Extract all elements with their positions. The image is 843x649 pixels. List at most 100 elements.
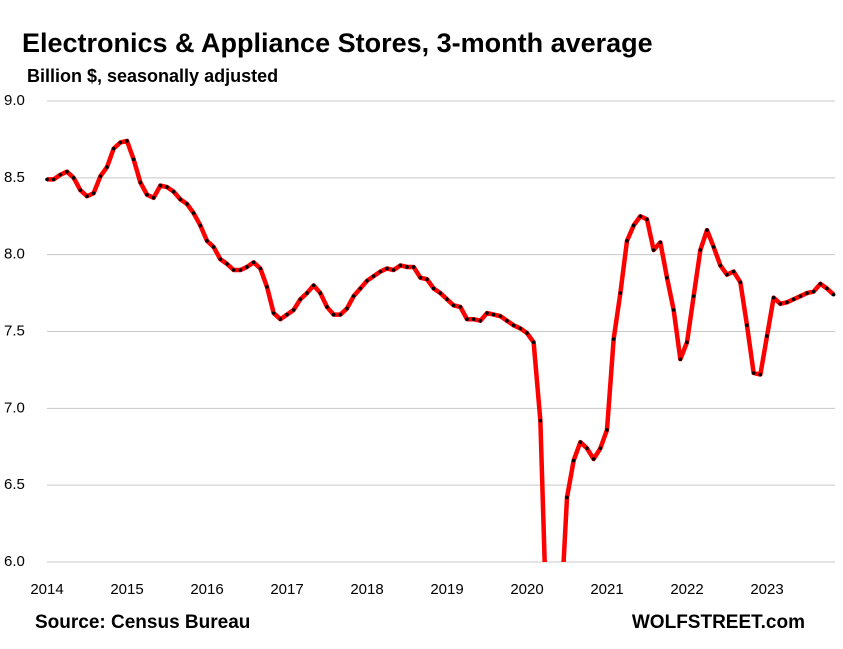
data-point — [778, 302, 783, 306]
data-point — [671, 308, 676, 312]
data-point — [438, 291, 443, 295]
source: Source: Census Bureau — [35, 612, 250, 633]
data-point — [131, 157, 136, 162]
data-point — [318, 291, 323, 295]
data-point — [758, 372, 763, 377]
data-point — [831, 292, 836, 297]
data-point — [265, 285, 269, 289]
y-tick-label: 8.0 — [4, 246, 25, 263]
data-point — [485, 311, 489, 315]
data-point — [91, 191, 96, 195]
x-tick-label: 2018 — [350, 581, 383, 598]
data-point — [418, 275, 423, 280]
data-point — [691, 294, 696, 298]
data-point — [578, 440, 583, 444]
data-point — [405, 265, 409, 269]
data-point — [651, 248, 656, 252]
data-point — [678, 357, 683, 361]
data-point — [605, 428, 609, 432]
data-point — [118, 140, 123, 145]
data-point — [285, 312, 289, 317]
data-point — [445, 297, 449, 302]
x-tick-label: 2015 — [110, 581, 143, 598]
data-point — [331, 312, 336, 317]
data-point — [171, 189, 176, 194]
data-point — [718, 263, 723, 268]
data-point — [565, 495, 569, 500]
data-point — [111, 146, 116, 151]
x-tick-label: 2019 — [430, 581, 463, 598]
chart-title: Electronics & Appliance Stores, 3-month … — [22, 28, 653, 58]
data-point — [431, 286, 436, 291]
grid — [47, 100, 835, 563]
data-point — [818, 282, 823, 286]
y-tick-label: 9.0 — [4, 92, 25, 109]
y-tick-label: 8.5 — [4, 169, 25, 186]
data-point — [205, 239, 209, 243]
data-point — [585, 446, 589, 451]
y-tick-label: 6.0 — [4, 553, 25, 570]
data-point — [105, 165, 109, 169]
data-point — [798, 294, 803, 298]
data-point — [645, 217, 649, 222]
data-point — [125, 139, 129, 143]
data-point — [65, 169, 69, 174]
data-point — [465, 317, 469, 322]
data-point — [631, 223, 636, 228]
data-point — [545, 637, 549, 641]
data-point — [278, 317, 283, 322]
y-tick-label: 7.5 — [4, 322, 25, 339]
data-point — [358, 286, 363, 291]
data-point — [478, 318, 483, 323]
data-point — [618, 291, 623, 295]
data-point — [785, 300, 789, 305]
data-point — [751, 371, 756, 375]
data-point — [471, 317, 476, 322]
x-tick-label: 2017 — [270, 581, 303, 598]
plot-area — [45, 138, 836, 641]
data-line — [47, 138, 836, 562]
x-tick-label: 2016 — [190, 581, 223, 598]
data-point — [559, 622, 563, 626]
data-point — [45, 177, 49, 182]
data-point — [238, 268, 243, 272]
data-point — [625, 239, 629, 243]
data-point — [271, 311, 276, 315]
data-point — [211, 245, 216, 249]
data-point — [825, 286, 829, 291]
data-point — [771, 295, 776, 300]
chart-subtitle: Billion $, seasonally adjusted — [27, 66, 278, 86]
data-point — [811, 289, 816, 294]
data-point — [218, 257, 223, 262]
data-point — [738, 280, 743, 285]
data-point — [351, 294, 356, 298]
data-point — [685, 340, 689, 345]
data-point — [151, 196, 156, 200]
data-point — [225, 262, 229, 266]
data-point — [178, 197, 183, 202]
x-tick-label: 2022 — [670, 581, 703, 598]
x-tick-label: 2020 — [510, 581, 543, 598]
data-point — [765, 334, 769, 338]
data-point — [298, 297, 303, 302]
data-point — [805, 291, 809, 295]
data-point — [511, 323, 516, 328]
data-point — [165, 185, 169, 189]
data-point — [658, 240, 663, 245]
data-point — [425, 277, 429, 282]
y-tick-label: 7.0 — [4, 399, 25, 416]
data-point — [711, 245, 716, 249]
data-point — [398, 263, 403, 268]
data-point — [611, 337, 616, 341]
data-point — [345, 306, 349, 311]
data-point — [325, 305, 329, 309]
data-point — [638, 214, 643, 219]
credit: WOLFSTREET.com — [632, 612, 805, 633]
x-tick-label: 2014 — [30, 581, 63, 598]
data-point — [498, 314, 503, 318]
data-point — [245, 265, 249, 269]
data-point — [525, 331, 529, 335]
data-point — [98, 174, 103, 179]
data-point — [385, 266, 389, 271]
